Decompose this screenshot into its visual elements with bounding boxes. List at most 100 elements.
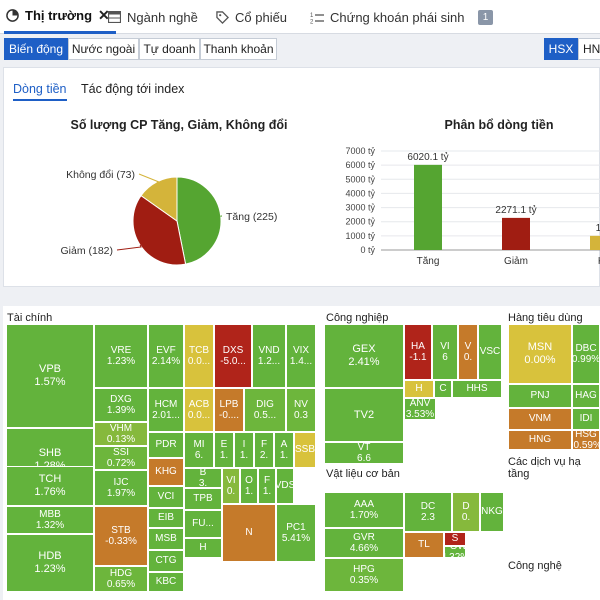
exchange-hsx[interactable]: HSX [544, 38, 578, 60]
heatmap-cell[interactable]: AAA 1.70% [324, 492, 404, 528]
ticker-label: DC [420, 500, 436, 512]
heatmap-cell[interactable]: FU... [184, 510, 222, 538]
subtab-tac-dong-index[interactable]: Tác động tới index [81, 82, 185, 96]
heatmap-cell[interactable]: TL [404, 532, 444, 558]
heatmap-cell[interactable]: S [444, 532, 466, 546]
heatmap-cell[interactable]: E 1. [214, 432, 234, 468]
change-label: 1. [279, 450, 289, 461]
heatmap-cell[interactable]: TV2 [324, 388, 404, 442]
heatmap-cell[interactable]: MI 6. [184, 432, 214, 468]
heatmap-cell[interactable]: PC1 5.41% [276, 504, 316, 562]
filter-thanh-khoan[interactable]: Thanh khoản [200, 38, 277, 60]
heatmap-cell[interactable]: VRE 1.23% [94, 324, 148, 388]
heatmap-cell[interactable]: VND 1.2... [252, 324, 286, 388]
ticker-label: H [415, 383, 423, 395]
ticker-label: GEX [352, 343, 376, 356]
heatmap-cell[interactable]: TCB 0.0... [184, 324, 214, 388]
heatmap-cell[interactable]: DIG 0.5... [244, 388, 286, 432]
heatmap-cell[interactable]: HAG [572, 384, 600, 408]
tab-co-phieu[interactable]: Cổ phiếu [216, 0, 287, 34]
heatmap-cell[interactable]: B 3. [184, 468, 222, 488]
heatmap-cell[interactable]: TPB [184, 488, 222, 510]
heatmap-cell[interactable]: F 1. [258, 468, 276, 504]
heatmap-cell[interactable]: KBC [148, 572, 184, 592]
heatmap-cell[interactable]: VHM 0.13% [94, 422, 148, 446]
subtab-dong-tien[interactable]: Dòng tiền [13, 82, 67, 101]
heatmap-cell[interactable]: HSG-0.59% [572, 430, 600, 450]
heatmap-cell[interactable]: N [222, 504, 276, 562]
heatmap-cell[interactable]: MSN 0.00% [508, 324, 572, 384]
heatmap-cell[interactable]: VI 0. [222, 468, 240, 504]
heatmap-cell[interactable]: ACB 0.0... [184, 388, 214, 432]
pie-label-0: Tăng (225) [226, 211, 277, 223]
heatmap-cell[interactable]: EVF 2.14% [148, 324, 184, 388]
ticker-label: HDB [38, 550, 62, 563]
heatmap-cell[interactable]: IJC 1.97% [94, 470, 148, 506]
heatmap-cell[interactable]: DC 2.3 [404, 492, 452, 532]
heatmap-cell[interactable]: V 0. [458, 324, 478, 380]
heatmap-cell[interactable]: VT 6.6 [324, 442, 404, 464]
heatmap-cell[interactable]: VI 6 [432, 324, 458, 380]
heatmap-cell[interactable]: VIX 1.4... [286, 324, 316, 388]
heatmap-cell[interactable]: VDS [276, 468, 294, 504]
heatmap-cell[interactable]: I 1. [234, 432, 254, 468]
heatmap-cell[interactable]: PNJ [508, 384, 572, 408]
more-tabs-badge[interactable]: 1 [478, 10, 493, 25]
change-label: -0.59% [573, 440, 600, 450]
heatmap-cell[interactable]: SSI 0.72% [94, 446, 148, 470]
heatmap-cell[interactable]: EIB [148, 508, 184, 528]
heatmap-cell[interactable]: F 2. [254, 432, 274, 468]
change-label: 1.4... [289, 356, 313, 367]
change-label: 2.41% [348, 356, 380, 368]
heatmap-cell[interactable]: POW4.32% [444, 546, 466, 558]
close-icon[interactable]: ✕ [98, 7, 110, 23]
heatmap-cell[interactable]: NKG [480, 492, 504, 532]
heatmap-cell[interactable]: LPB -0.... [214, 388, 244, 432]
heatmap-cell[interactable]: VNM [508, 408, 572, 430]
heatmap-cell[interactable]: HPG 0.35% [324, 558, 404, 592]
tab-thi-truong[interactable]: Thị trường ✕ [4, 0, 116, 34]
ticker-label: H [199, 542, 207, 554]
ticker-label: HCM [154, 398, 178, 410]
filter-nuoc-ngoai[interactable]: Nước ngoài [68, 38, 139, 60]
filter-tu-doanh[interactable]: Tự doanh [139, 38, 200, 60]
heatmap-cell[interactable]: DBC 0.99% [572, 324, 600, 384]
heatmap-cell[interactable]: VCI [148, 486, 184, 508]
heatmap-cell[interactable]: H [184, 538, 222, 558]
heatmap-cell[interactable]: STB -0.33% [94, 506, 148, 566]
heatmap-cell[interactable]: PDR [148, 432, 184, 458]
heatmap-cell[interactable]: TCH 1.76% [6, 466, 94, 506]
pie-label-line-0 [220, 215, 222, 217]
heatmap-cell[interactable]: D 0. [452, 492, 480, 532]
change-label: 4.66% [349, 543, 379, 554]
heatmap-cell[interactable]: HDB 1.23% [6, 534, 94, 592]
heatmap-cell[interactable]: A 1. [274, 432, 294, 468]
exchange-hnx[interactable]: HN [578, 38, 600, 60]
heatmap-cell[interactable]: CTG [148, 550, 184, 572]
heatmap-cell[interactable]: DXG 1.39% [94, 388, 148, 422]
heatmap-cell[interactable]: H [404, 380, 434, 398]
heatmap-cell[interactable]: ANV 3.53% [404, 398, 436, 420]
filter-bien-dong[interactable]: Biến động [4, 38, 68, 60]
heatmap-cell[interactable]: KHG [148, 458, 184, 486]
heatmap-cell[interactable]: HDG 0.65% [94, 566, 148, 592]
heatmap-cell[interactable]: NV 0.3 [286, 388, 316, 432]
heatmap-cell[interactable]: HA -1.1 [404, 324, 432, 380]
heatmap-cell[interactable]: O 1. [240, 468, 258, 504]
heatmap-cell[interactable]: DXS -5.0... [214, 324, 252, 388]
heatmap-cell[interactable]: GVR 4.66% [324, 528, 404, 558]
heatmap-cell[interactable]: GEX 2.41% [324, 324, 404, 388]
heatmap-cell[interactable]: MBB 1.32% [6, 506, 94, 534]
heatmap-cell[interactable]: MSB [148, 528, 184, 550]
heatmap-cell[interactable]: HCM 2.01... [148, 388, 184, 432]
tab-nganh-nghe[interactable]: Ngành nghề [108, 0, 198, 34]
heatmap-cell[interactable]: IDI [572, 408, 600, 430]
heatmap-cell[interactable]: HNG [508, 430, 572, 450]
heatmap-cell[interactable]: SSB [294, 432, 316, 468]
heatmap-cell[interactable]: HHS [452, 380, 502, 398]
heatmap-cell[interactable]: VSC [478, 324, 502, 380]
heatmap-cell[interactable]: C [434, 380, 452, 398]
heatmap-cell[interactable]: VPB 1.57% [6, 324, 94, 428]
